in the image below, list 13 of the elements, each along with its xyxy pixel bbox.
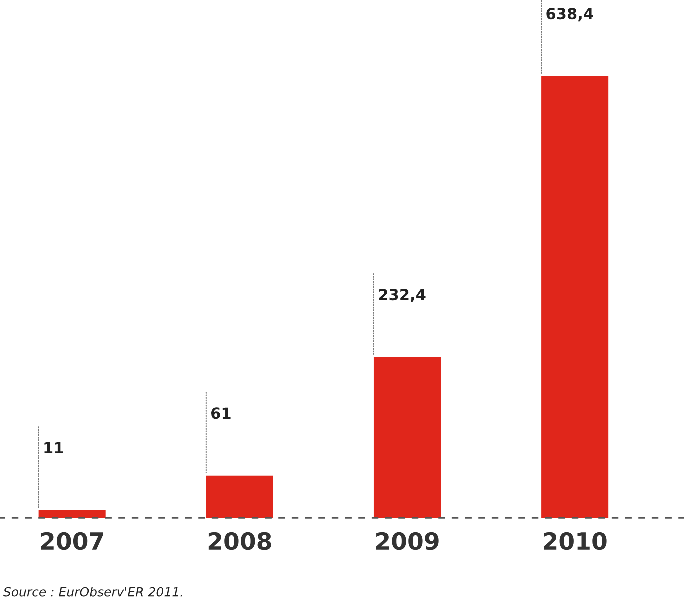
data-label: 61 [212,408,231,420]
bar [542,76,609,518]
bar [38,510,106,518]
data-label: 638,4 [546,8,594,22]
x-tick-label: 2007 [41,532,104,550]
source-note: Source : EurObserv'ER 2011. [3,587,182,597]
x-tick-label: 2010 [544,532,607,550]
x-tick-label: 2008 [208,532,272,550]
bar [374,357,442,518]
bar [206,476,274,518]
data-label: 11 [44,442,64,454]
x-tick-label: 2009 [376,532,439,550]
data-label: 232,4 [379,289,426,303]
